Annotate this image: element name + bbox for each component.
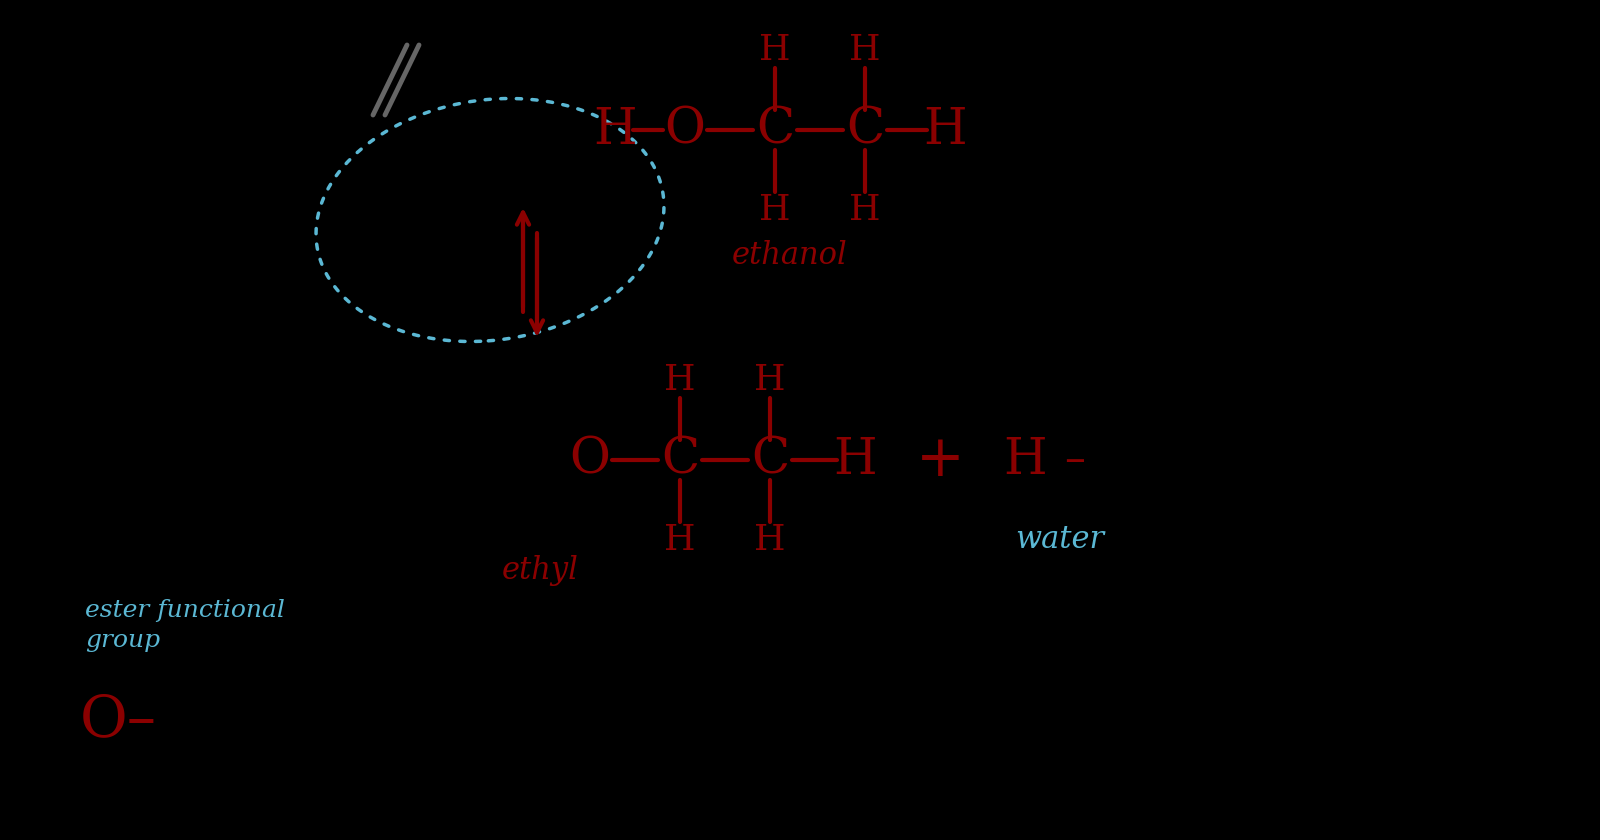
Text: H: H: [850, 193, 880, 227]
Text: H: H: [754, 363, 786, 397]
Text: C: C: [750, 435, 789, 485]
Text: H: H: [754, 523, 786, 557]
Text: H: H: [1003, 435, 1046, 485]
Text: ethanol: ethanol: [733, 239, 848, 270]
Text: ethyl: ethyl: [501, 554, 579, 585]
Text: H: H: [923, 105, 966, 155]
Text: H: H: [760, 33, 790, 67]
Text: H: H: [834, 435, 877, 485]
Text: water: water: [1016, 524, 1104, 555]
Text: H: H: [664, 523, 696, 557]
Text: C: C: [661, 435, 699, 485]
Text: –: –: [1064, 439, 1085, 481]
Text: H: H: [664, 363, 696, 397]
Text: O–: O–: [80, 692, 157, 748]
Text: group: group: [85, 628, 160, 652]
Text: ester functional: ester functional: [85, 598, 285, 622]
Text: C: C: [846, 105, 885, 155]
Text: H: H: [760, 193, 790, 227]
Text: +: +: [915, 432, 965, 488]
Text: H: H: [850, 33, 880, 67]
Text: O: O: [664, 105, 706, 155]
Text: H: H: [594, 105, 637, 155]
Text: C: C: [755, 105, 794, 155]
Text: O: O: [570, 435, 611, 485]
